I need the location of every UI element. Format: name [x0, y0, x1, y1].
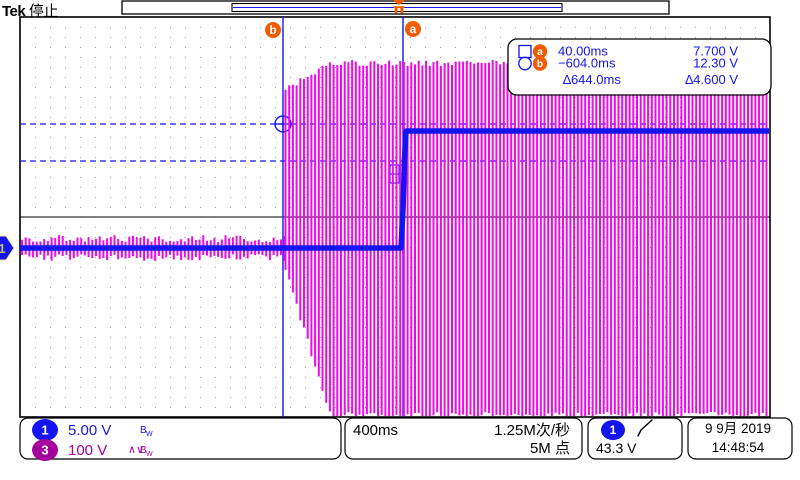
svg-text:1.25M次/秒: 1.25M次/秒: [494, 422, 570, 439]
svg-text:W: W: [146, 431, 153, 438]
svg-text:400ms: 400ms: [353, 422, 398, 439]
svg-text:1: 1: [610, 423, 617, 437]
svg-text:5.00 V: 5.00 V: [68, 422, 111, 439]
svg-text:5M 点: 5M 点: [530, 440, 570, 457]
svg-text:14:48:54: 14:48:54: [712, 440, 765, 455]
svg-text:9 9月 2019: 9 9月 2019: [705, 421, 771, 436]
svg-text:100 V: 100 V: [68, 442, 107, 459]
svg-text:W: W: [146, 451, 153, 458]
svg-text:1: 1: [41, 423, 48, 438]
svg-text:43.3 V: 43.3 V: [596, 440, 637, 456]
svg-text:3: 3: [41, 443, 48, 458]
